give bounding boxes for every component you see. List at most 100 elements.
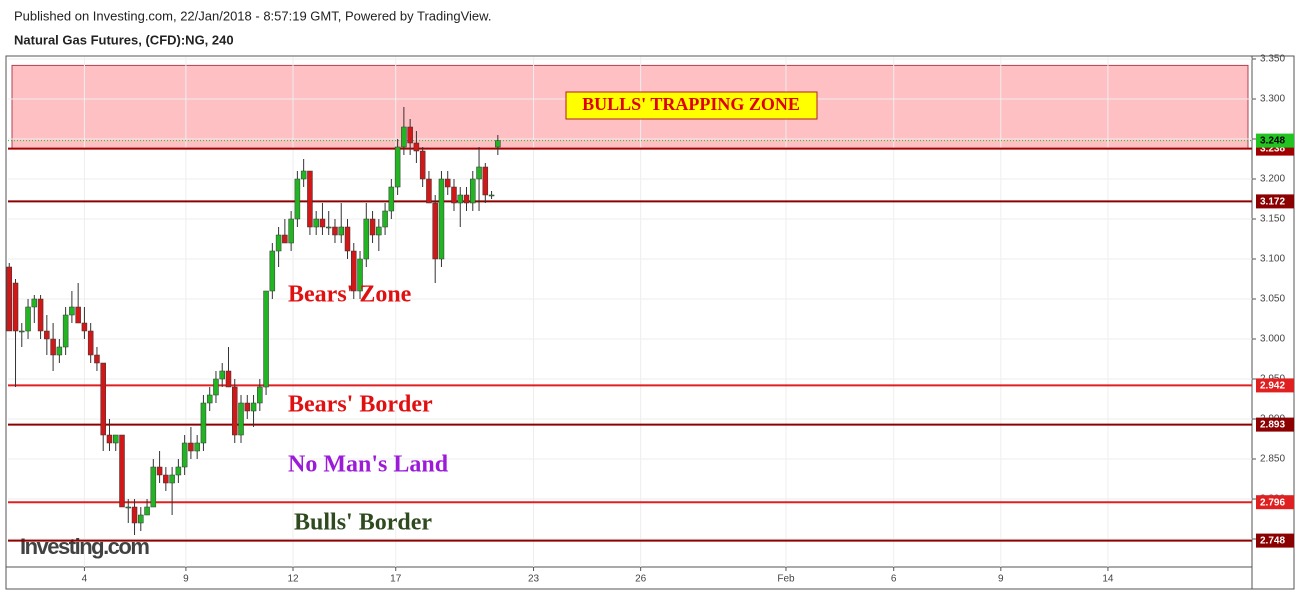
candle-body (269, 250, 276, 292)
x-tick-label: 26 (635, 574, 647, 585)
candle-body (194, 442, 200, 452)
candle-body (100, 362, 106, 436)
candle-body (394, 146, 401, 188)
candle-body (188, 442, 194, 452)
zone-label-box (565, 91, 818, 120)
current-price-tag (1256, 133, 1294, 148)
candle-body (451, 186, 457, 204)
candle-body (325, 226, 332, 229)
candle-body (376, 226, 382, 236)
candle-body (332, 226, 338, 236)
candle-body (401, 126, 407, 148)
candle-body (407, 126, 413, 144)
candle-body (44, 330, 50, 340)
candle-body (200, 402, 207, 444)
candle-body (488, 194, 495, 197)
annotation: Bears' Zone (288, 282, 412, 308)
y-tick-label: 3.300 (1260, 94, 1285, 105)
candle-body (81, 322, 88, 332)
candle-body (225, 370, 232, 388)
candle-body (363, 218, 370, 260)
level-label: 3.172 (1260, 197, 1285, 208)
candle-body (131, 506, 138, 524)
level-label: 2.893 (1260, 420, 1285, 431)
candle-body (482, 166, 489, 196)
candle-body (282, 234, 288, 244)
y-tick-label: 3.350 (1260, 54, 1285, 65)
level-tag (1256, 378, 1294, 393)
candle-body (338, 226, 344, 236)
candle-body (444, 178, 451, 188)
level-label: 2.796 (1260, 497, 1285, 508)
annotation: Bears' Border (288, 392, 433, 418)
candle-body (138, 514, 144, 524)
y-tick-label: 3.100 (1260, 254, 1285, 265)
x-tick-label: 4 (82, 574, 88, 585)
level-tag (1256, 194, 1294, 209)
candle-body (432, 202, 438, 260)
annotation: No Man's Land (288, 452, 449, 478)
level-label: 2.748 (1260, 536, 1285, 547)
level-label: 3.238 (1260, 144, 1285, 155)
publish-note: Published on Investing.com, 22/Jan/2018 … (14, 8, 491, 23)
level-label: 2.942 (1260, 381, 1285, 392)
candle-body (388, 186, 395, 212)
x-tick-label: 6 (891, 574, 897, 585)
annotation: Bulls' Border (294, 510, 432, 536)
candle-body (357, 258, 363, 292)
candle-body (382, 210, 388, 228)
candle-body (87, 330, 94, 356)
candle-body (94, 354, 100, 364)
candle-body (175, 466, 182, 476)
level-tag (1256, 533, 1294, 548)
candle-body (144, 506, 150, 516)
zone-label-text: BULLS' TRAPPING ZONE (582, 94, 800, 114)
candle-body (181, 442, 188, 468)
candle-body (426, 178, 432, 204)
candle-body (495, 140, 501, 148)
candle-body (37, 298, 44, 332)
candle-body (319, 218, 326, 228)
candle-body (463, 194, 470, 204)
level-tag (1256, 495, 1294, 510)
candle-body (294, 178, 301, 220)
candle-body (238, 402, 244, 436)
candle-body (163, 474, 169, 484)
candle-body (476, 166, 482, 180)
level-tag (1256, 417, 1294, 432)
watermark: Investing.com (20, 534, 149, 559)
y-tick-label: 3.050 (1260, 294, 1285, 305)
x-tick-label: Feb (777, 574, 795, 585)
candle-body (213, 378, 219, 396)
candle-body (307, 170, 313, 228)
y-tick-label: 3.200 (1260, 174, 1285, 185)
candle-body (438, 178, 445, 260)
frame (5, 55, 1295, 590)
candle-body (75, 306, 81, 324)
candle-body (275, 234, 282, 252)
x-tick-label: 9 (998, 574, 1004, 585)
candle-body (288, 218, 294, 244)
y-tick-label: 3.150 (1260, 214, 1285, 225)
x-tick-label: 12 (287, 574, 299, 585)
candle-body (69, 306, 75, 316)
candle-body (232, 386, 238, 436)
x-tick-label: 9 (183, 574, 189, 585)
current-price-label: 3.248 (1260, 136, 1285, 147)
candle-body (169, 474, 175, 484)
y-tick-label: 2.850 (1260, 454, 1285, 465)
candle-body (62, 314, 69, 348)
x-tick-label: 17 (390, 574, 402, 585)
candle-body (300, 170, 307, 180)
candle-body (219, 370, 225, 380)
candle-body (457, 194, 463, 204)
candle-body (125, 506, 132, 509)
candle-body (50, 338, 56, 356)
candle-body (244, 402, 251, 412)
candle-body (112, 434, 119, 444)
candle-body (369, 218, 376, 236)
candle-body (263, 290, 269, 388)
candle-body (351, 250, 357, 292)
candle-body (413, 142, 420, 152)
